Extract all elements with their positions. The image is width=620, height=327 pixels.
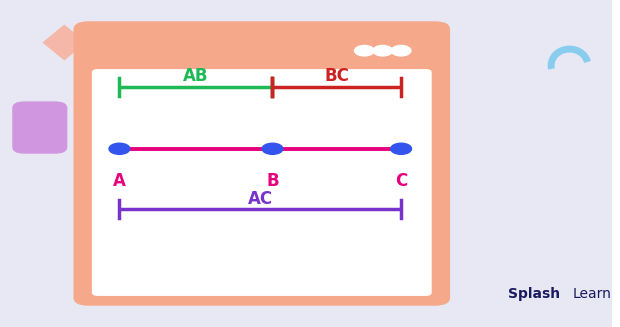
- Polygon shape: [42, 25, 86, 60]
- FancyBboxPatch shape: [74, 21, 450, 306]
- Text: C: C: [395, 172, 407, 190]
- Circle shape: [262, 143, 283, 154]
- Text: AB: AB: [183, 67, 209, 85]
- Text: AC: AC: [247, 190, 273, 208]
- Circle shape: [391, 45, 411, 56]
- Text: Splash: Splash: [508, 287, 560, 301]
- Circle shape: [355, 45, 374, 56]
- FancyBboxPatch shape: [92, 69, 432, 296]
- Circle shape: [391, 143, 412, 154]
- Text: BC: BC: [324, 67, 349, 85]
- Text: Learn: Learn: [572, 287, 611, 301]
- Circle shape: [373, 45, 392, 56]
- FancyBboxPatch shape: [12, 101, 68, 154]
- Text: A: A: [113, 172, 126, 190]
- Circle shape: [109, 143, 130, 154]
- Text: B: B: [266, 172, 279, 190]
